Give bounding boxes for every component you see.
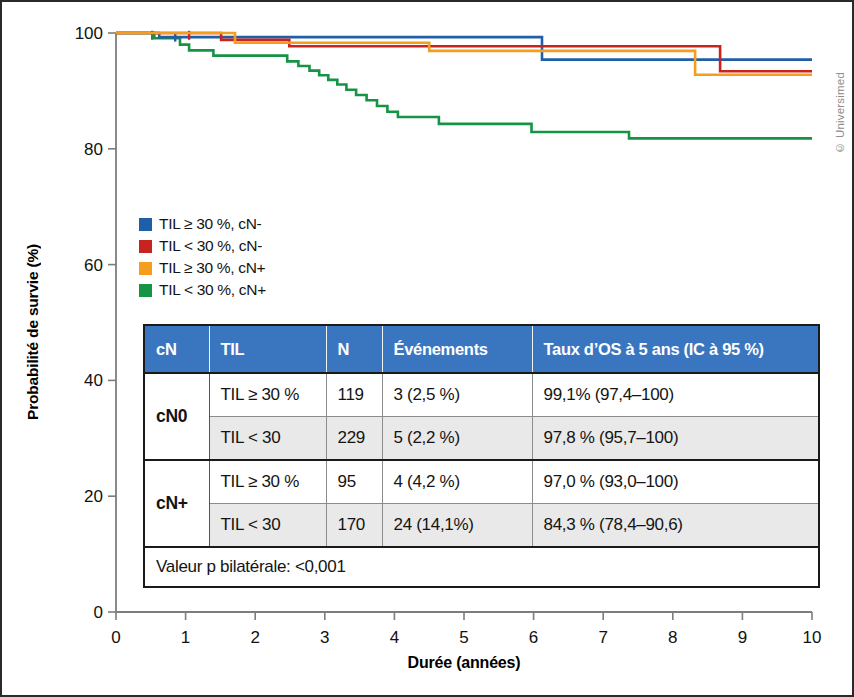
svg-text:40: 40 [84,371,103,390]
svg-text:8: 8 [668,628,677,647]
table-row-cnpos-lt30: TIL < 30 170 24 (14,1%) 84,3 % (78,4–90,… [144,504,819,548]
table-cell-os: 84,3 % (78,4–90,6) [532,504,819,548]
table-cell-cn-group: cN0 [144,373,209,460]
legend-swatch-orange [139,262,152,275]
table-row-cn0-ge30: cN0 TIL ≥ 30 % 119 3 (2,5 %) 99,1% (97,4… [144,373,819,417]
table-cell-cn-group: cN+ [144,460,209,547]
legend-swatch-blue [139,218,152,231]
copyright-wrap: © Universimed [830,14,850,154]
svg-text:0: 0 [111,628,120,647]
p-value-text: Valeur p bilatérale: <0,001 [144,547,819,587]
table-cell-til: TIL < 30 [209,417,326,461]
legend-swatch-red [139,240,152,253]
x-axis-title: Durée (années) [116,654,812,672]
table-cell-events: 5 (2,2 %) [382,417,532,461]
table-row-cn0-lt30: TIL < 30 229 5 (2,2 %) 97,8 % (95,7–100) [144,417,819,461]
table-row-cnpos-ge30: cN+ TIL ≥ 30 % 95 4 (4,2 %) 97,0 % (93,0… [144,460,819,504]
table-cell-n: 229 [326,417,382,461]
legend-item-til-lt30-cn-neg: TIL < 30 %, cN- [139,235,266,257]
svg-text:10: 10 [803,628,822,647]
svg-text:6: 6 [529,628,538,647]
results-table: cN TIL N Événements Taux d’OS à 5 ans (I… [143,324,820,588]
table-cell-os: 97,0 % (93,0–100) [532,460,819,504]
y-axis-title-wrap: Probabilité de survie (%) [22,182,44,482]
survival-chart-figure: 0 20 40 60 80 100 0 1 2 3 4 5 6 7 8 9 10 Probabilité de … [0,0,854,697]
legend-item-til-ge30-cn-neg: TIL ≥ 30 %, cN- [139,213,266,235]
column-header-n: N [326,325,382,373]
svg-text:2: 2 [250,628,259,647]
svg-text:1: 1 [181,628,190,647]
svg-text:20: 20 [84,487,103,506]
legend-swatch-green [139,284,152,297]
svg-text:4: 4 [390,628,399,647]
copyright-text: © Universimed [834,72,846,154]
table-cell-events: 3 (2,5 %) [382,373,532,417]
table-cell-til: TIL ≥ 30 % [209,373,326,417]
column-header-os: Taux d’OS à 5 ans (IC à 95 %) [532,325,819,373]
table-cell-n: 95 [326,460,382,504]
column-header-events: Événements [382,325,532,373]
table-cell-til: TIL ≥ 30 % [209,460,326,504]
column-header-til: TIL [209,325,326,373]
legend-label: TIL ≥ 30 %, cN+ [159,259,265,277]
table-footer-row: Valeur p bilatérale: <0,001 [144,547,819,587]
y-axis-title: Probabilité de survie (%) [24,244,42,420]
table-cell-n: 119 [326,373,382,417]
table-cell-til: TIL < 30 [209,504,326,548]
svg-text:9: 9 [738,628,747,647]
legend-label: TIL < 30 %, cN- [159,237,262,255]
svg-text:60: 60 [84,256,103,275]
column-header-cn: cN [144,325,209,373]
svg-text:80: 80 [84,140,103,159]
table-cell-os: 99,1% (97,4–100) [532,373,819,417]
table-header-row: cN TIL N Événements Taux d’OS à 5 ans (I… [144,325,819,373]
legend-label: TIL < 30 %, cN+ [159,281,266,299]
svg-text:7: 7 [598,628,607,647]
legend: TIL ≥ 30 %, cN- TIL < 30 %, cN- TIL ≥ 30… [139,213,266,301]
svg-text:3: 3 [320,628,329,647]
table-cell-n: 170 [326,504,382,548]
table-cell-events: 4 (4,2 %) [382,460,532,504]
svg-text:5: 5 [459,628,468,647]
legend-item-til-lt30-cn-pos: TIL < 30 %, cN+ [139,279,266,301]
svg-text:0: 0 [94,603,103,622]
legend-label: TIL ≥ 30 %, cN- [159,215,262,233]
table-cell-os: 97,8 % (95,7–100) [532,417,819,461]
svg-text:100: 100 [75,24,103,43]
legend-item-til-ge30-cn-pos: TIL ≥ 30 %, cN+ [139,257,266,279]
table-cell-events: 24 (14,1%) [382,504,532,548]
